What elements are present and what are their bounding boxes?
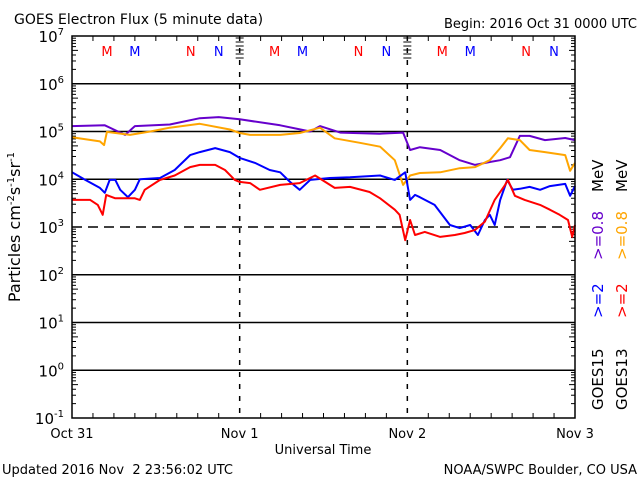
satellite-marker: N bbox=[549, 45, 559, 60]
chart-title: GOES Electron Flux (5 minute data) bbox=[14, 12, 263, 28]
legend-satellite: GOES13 bbox=[613, 348, 631, 410]
y-tick-label: 104 bbox=[39, 170, 64, 189]
y-tick-label: 105 bbox=[39, 123, 64, 142]
y-tick-label: 101 bbox=[39, 314, 64, 333]
satellite-marker: M bbox=[101, 45, 112, 60]
legend-unit: MeV bbox=[589, 159, 607, 192]
x-tick-labels: Oct 31 Nov 1 Nov 2 Nov 3 bbox=[50, 427, 593, 442]
satellite-marker: M bbox=[129, 45, 140, 60]
x-tick-label: Nov 3 bbox=[556, 427, 594, 442]
y-tick-label: 10-1 bbox=[35, 409, 64, 428]
satellite-marker: M bbox=[269, 45, 280, 60]
satellite-marker: M bbox=[465, 45, 476, 60]
satellite-marker: N bbox=[214, 45, 224, 60]
legend-low-energy: >=2 bbox=[613, 283, 631, 318]
satellite-marker: M bbox=[297, 45, 308, 60]
y-tick-labels: 107 106 105 104 103 102 101 100 10-1 bbox=[35, 27, 64, 428]
credit-text: NOAA/SWPC Boulder, CO USA bbox=[444, 463, 637, 478]
series-line-goes13-2-mev bbox=[72, 163, 576, 242]
x-tick-label: Nov 1 bbox=[221, 427, 259, 442]
satellite-marker: N bbox=[186, 45, 196, 60]
y-tick-label: 100 bbox=[39, 361, 64, 380]
x-axis-title: Universal Time bbox=[275, 443, 372, 458]
begin-time: Begin: 2016 Oct 31 0000 UTC bbox=[444, 17, 637, 32]
series-line-goes13-0-8-mev bbox=[71, 122, 576, 186]
y-tick-label: 107 bbox=[39, 27, 64, 46]
satellite-marker: M bbox=[437, 45, 448, 60]
y-tick-label: 102 bbox=[39, 266, 64, 285]
satellite-marker: N bbox=[354, 45, 364, 60]
data-series bbox=[71, 116, 576, 242]
x-tick-label: Nov 2 bbox=[388, 427, 426, 442]
legend-low-energy: >=2 bbox=[589, 283, 607, 318]
plot-frame bbox=[71, 35, 576, 419]
grid-lines bbox=[72, 36, 575, 418]
series-line-goes15-0-8-mev bbox=[71, 116, 576, 166]
x-tick-label: Oct 31 bbox=[50, 427, 93, 442]
legend-satellite: GOES15 bbox=[589, 348, 607, 410]
updated-timestamp: Updated 2016 Nov 2 23:56:02 UTC bbox=[2, 463, 233, 478]
y-tick-label: 103 bbox=[39, 218, 64, 237]
legend-unit: MeV bbox=[613, 159, 631, 192]
satellite-marker: N bbox=[521, 45, 531, 60]
y-tick-label: 106 bbox=[39, 75, 64, 94]
axis-ticks bbox=[72, 36, 575, 418]
legend-high-energy: >=0.8 bbox=[613, 211, 631, 260]
satellite-marker: N bbox=[382, 45, 392, 60]
y-axis-title: Particles cm-2s-1sr-1 bbox=[5, 152, 24, 302]
legend: GOES15 >=2 >=0.8 MeV GOES13 >=2 >=0.8 MeV bbox=[589, 159, 631, 410]
legend-high-energy: >=0.8 bbox=[589, 211, 607, 260]
